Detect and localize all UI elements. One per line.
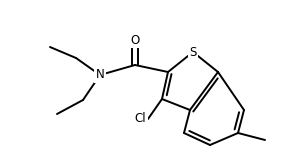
Text: S: S	[189, 46, 197, 58]
Text: Cl: Cl	[134, 113, 146, 126]
Text: N: N	[95, 69, 104, 82]
Text: O: O	[130, 33, 140, 46]
